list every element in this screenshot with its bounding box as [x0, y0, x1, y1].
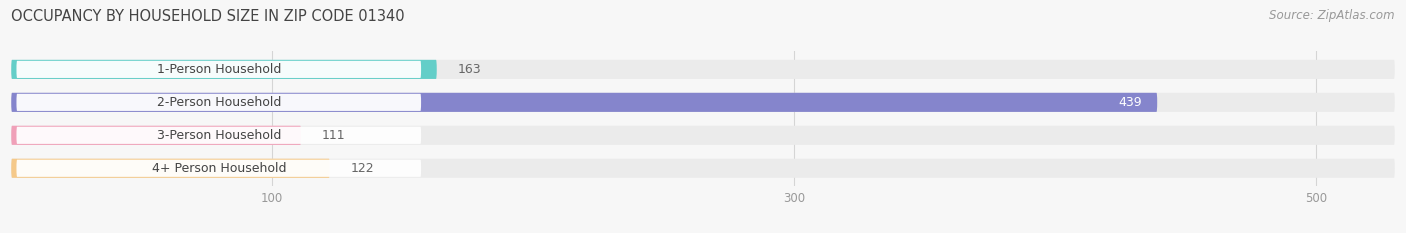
Text: Source: ZipAtlas.com: Source: ZipAtlas.com [1270, 9, 1395, 22]
FancyBboxPatch shape [11, 93, 1395, 112]
FancyBboxPatch shape [11, 126, 1395, 145]
FancyBboxPatch shape [11, 93, 1157, 112]
FancyBboxPatch shape [17, 61, 420, 78]
Text: 4+ Person Household: 4+ Person Household [152, 162, 285, 175]
Text: 1-Person Household: 1-Person Household [156, 63, 281, 76]
Text: 2-Person Household: 2-Person Household [156, 96, 281, 109]
Text: 3-Person Household: 3-Person Household [156, 129, 281, 142]
FancyBboxPatch shape [11, 60, 1395, 79]
FancyBboxPatch shape [11, 159, 1395, 178]
FancyBboxPatch shape [11, 159, 330, 178]
Text: 111: 111 [322, 129, 346, 142]
Text: OCCUPANCY BY HOUSEHOLD SIZE IN ZIP CODE 01340: OCCUPANCY BY HOUSEHOLD SIZE IN ZIP CODE … [11, 9, 405, 24]
FancyBboxPatch shape [17, 160, 420, 177]
Text: 163: 163 [457, 63, 481, 76]
Text: 122: 122 [350, 162, 374, 175]
FancyBboxPatch shape [11, 126, 301, 145]
Text: 439: 439 [1118, 96, 1142, 109]
FancyBboxPatch shape [11, 60, 437, 79]
FancyBboxPatch shape [17, 127, 420, 144]
FancyBboxPatch shape [17, 94, 420, 111]
